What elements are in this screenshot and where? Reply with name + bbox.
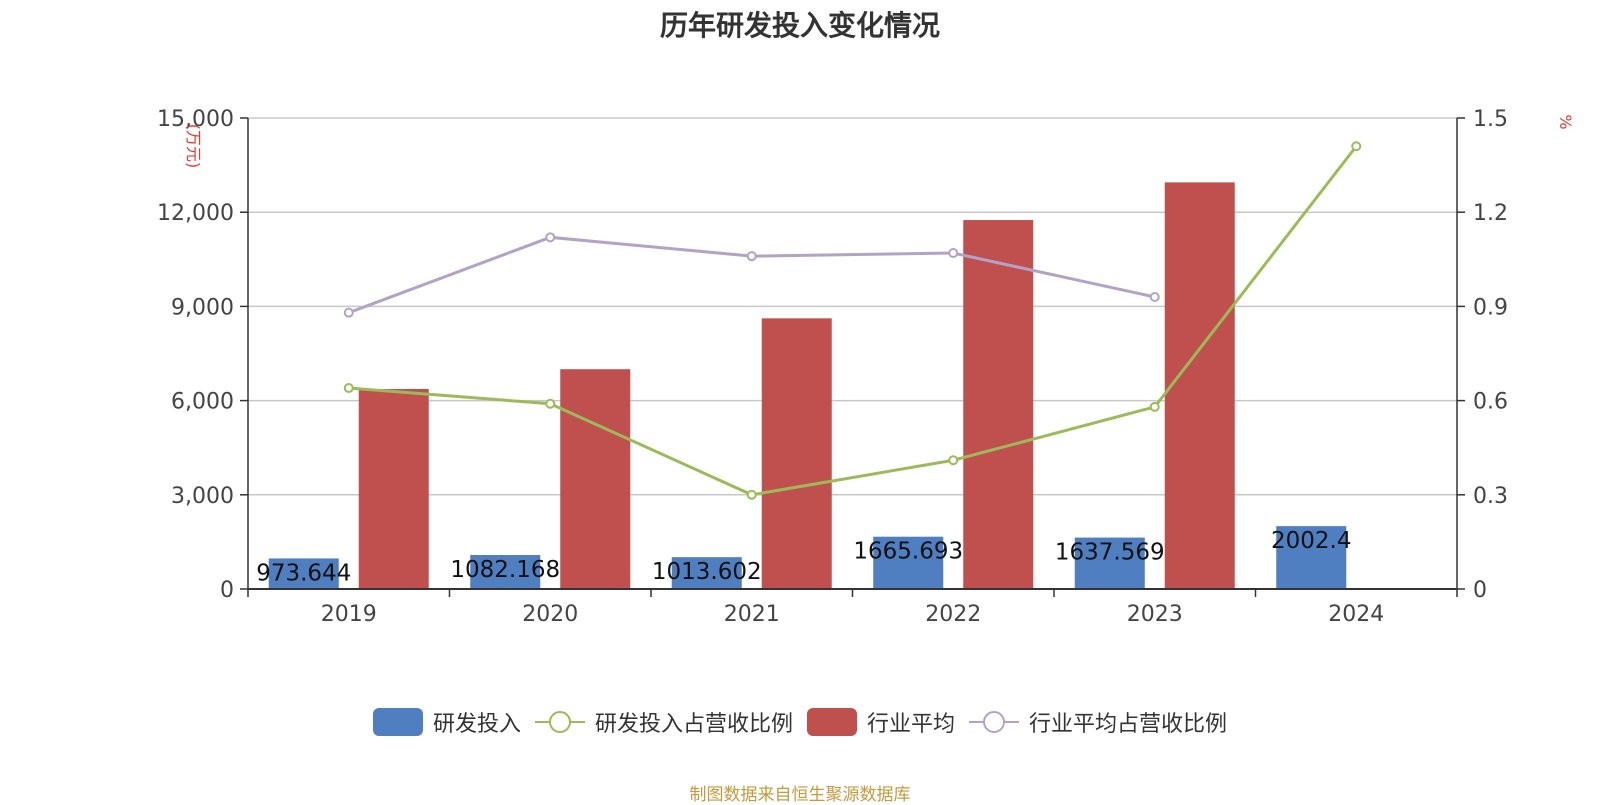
y-right-unit: % bbox=[1556, 114, 1575, 129]
bar-rd bbox=[1276, 526, 1347, 589]
industry-ratio-line bbox=[348, 235, 1156, 315]
industry-ratio-point bbox=[948, 248, 959, 259]
y-right-tick-label: 0.3 bbox=[1473, 484, 1508, 509]
y-right-tick-label: 0.9 bbox=[1473, 295, 1508, 320]
grid-lines bbox=[248, 117, 1457, 496]
legend-swatch-industry-ratio bbox=[969, 711, 1020, 733]
data-labels: 973.644 1082.168 1013.602 1665.693 1637.569 2… bbox=[256, 528, 1351, 586]
legend-label-industry: 行业平均 bbox=[867, 712, 956, 737]
bar-industry bbox=[963, 220, 1034, 590]
industry-ratio-point bbox=[545, 232, 556, 243]
legend-item-industry-ratio[interactable]: 行业平均占营收比例 bbox=[969, 706, 1227, 738]
data-label-rd: 1013.602 bbox=[652, 559, 762, 585]
industry-ratio-point bbox=[746, 251, 757, 262]
chart-plot: 0 3,000 6,000 9,000 12,000 15,000 0 0.3 0.6 0.9 1.… bbox=[157, 107, 1575, 627]
legend-swatch-industry bbox=[807, 708, 857, 736]
axes: 0 3,000 6,000 9,000 12,000 15,000 0 0.3 0.6 0.9 1.… bbox=[157, 107, 1508, 627]
y-left-unit: (万元) bbox=[184, 124, 203, 169]
y-left-tick-label: 6,000 bbox=[171, 390, 234, 415]
y-left-tick-label: 9,000 bbox=[171, 295, 234, 320]
rd-ratio-point bbox=[746, 489, 757, 500]
data-label-rd: 1637.569 bbox=[1055, 540, 1165, 566]
chart-title: 历年研发投入变化情况 bbox=[659, 9, 940, 42]
industry-ratio-point bbox=[1149, 291, 1160, 302]
rd-ratio-point bbox=[1351, 141, 1362, 152]
legend-item-industry[interactable]: 行业平均 bbox=[807, 706, 955, 738]
legend-swatch-rd bbox=[372, 708, 423, 736]
x-tick-label: 2021 bbox=[724, 602, 780, 627]
y-right-tick-label: 1.2 bbox=[1473, 201, 1508, 226]
bar-rd bbox=[470, 555, 541, 589]
rd-ratio-point bbox=[545, 398, 556, 409]
rd-ratio-point bbox=[343, 383, 354, 394]
data-label-rd: 1082.168 bbox=[450, 557, 560, 583]
y-right-tick-label: 0 bbox=[1473, 578, 1487, 603]
legend-swatch-rd-ratio bbox=[534, 711, 585, 733]
industry-ratio-point bbox=[343, 307, 354, 318]
x-tick-label: 2022 bbox=[925, 602, 981, 627]
bar-industry bbox=[358, 388, 429, 589]
y-left-tick-label: 12,000 bbox=[157, 201, 234, 226]
legend-item-rd[interactable]: 研发投入 bbox=[372, 706, 521, 738]
bar-industry bbox=[1164, 182, 1235, 589]
rd-ratio-point bbox=[1149, 401, 1160, 412]
lines bbox=[343, 141, 1362, 500]
x-tick-label: 2023 bbox=[1127, 602, 1183, 627]
y-left-tick-label: 15,000 bbox=[157, 107, 234, 132]
bar-rd bbox=[671, 557, 742, 589]
legend-label-rd-ratio: 研发投入占营收比例 bbox=[594, 712, 793, 737]
rd-ratio-point bbox=[948, 455, 959, 466]
data-label-rd: 973.644 bbox=[256, 560, 351, 586]
bar-industry bbox=[560, 369, 631, 589]
legend-label-industry-ratio: 行业平均占营收比例 bbox=[1029, 712, 1228, 737]
bar-rd bbox=[1074, 537, 1145, 589]
y-right-tick-label: 0.6 bbox=[1473, 390, 1508, 415]
y-left-tick-label: 0 bbox=[220, 578, 234, 603]
y-left-tick-label: 3,000 bbox=[171, 484, 234, 509]
x-tick-label: 2020 bbox=[522, 602, 578, 627]
legend: 研发投入 研发投入占营收比例 行业平均 行业平均占营收比例 bbox=[0, 706, 1600, 738]
x-tick-label: 2019 bbox=[321, 602, 377, 627]
bar-rd bbox=[873, 536, 944, 589]
bar-industry bbox=[761, 318, 832, 589]
data-label-rd: 2002.4 bbox=[1271, 528, 1351, 554]
legend-label-rd: 研发投入 bbox=[432, 712, 521, 737]
rd-ratio-line bbox=[348, 145, 1358, 497]
y-right-tick-label: 1.5 bbox=[1473, 107, 1508, 132]
bar-rd bbox=[268, 558, 339, 589]
legend-item-rd-ratio[interactable]: 研发投入占营收比例 bbox=[534, 706, 793, 738]
x-tick-label: 2024 bbox=[1328, 602, 1384, 627]
bars bbox=[268, 182, 1347, 590]
data-label-rd: 1665.693 bbox=[853, 539, 963, 565]
source-note: 制图数据来自恒生聚源数据库 bbox=[689, 785, 911, 805]
